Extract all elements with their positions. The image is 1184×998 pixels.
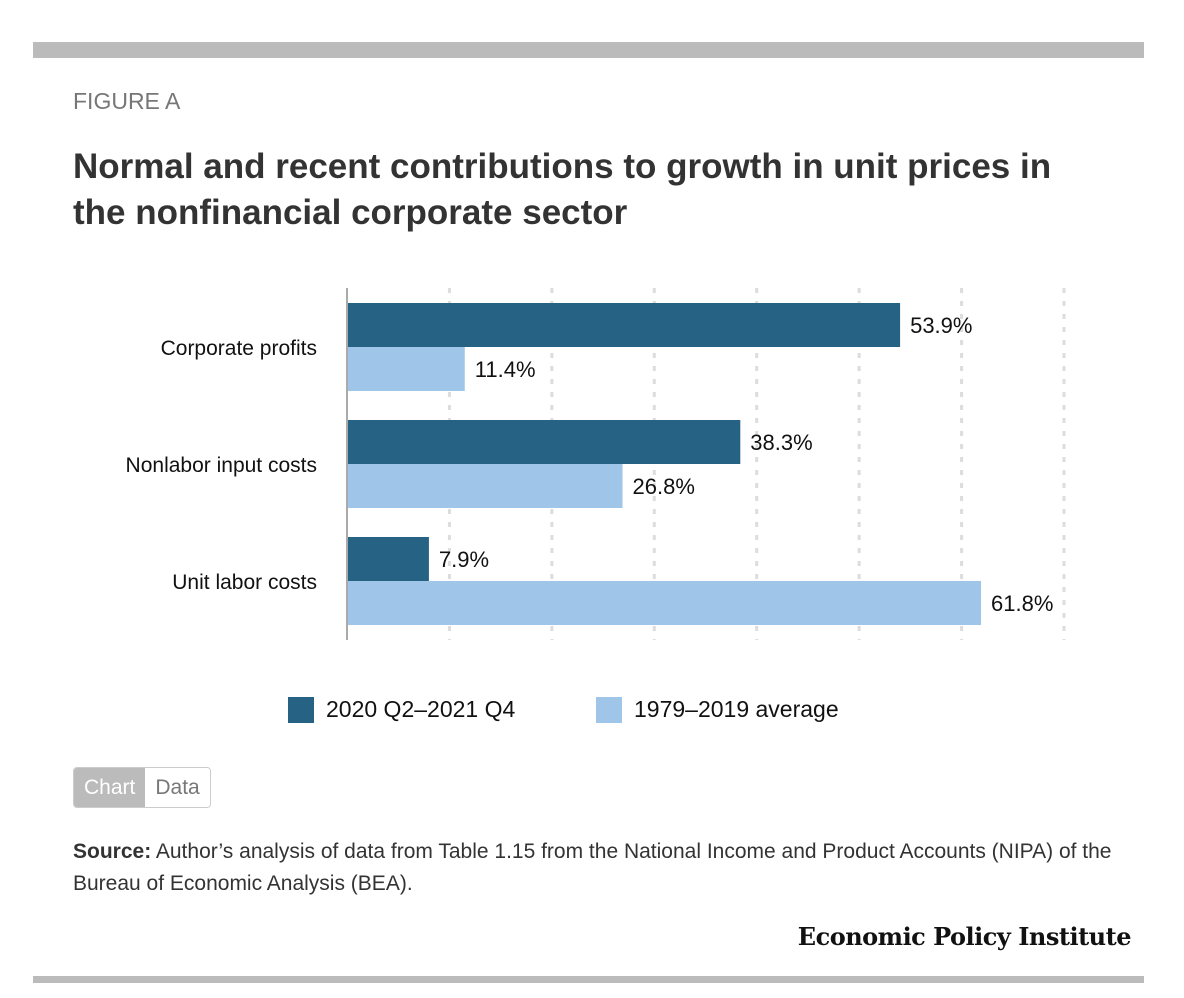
category-label: Unit labor costs bbox=[172, 571, 317, 594]
data-label: 11.4% bbox=[475, 357, 536, 382]
view-toggle: Chart Data bbox=[73, 767, 211, 808]
brand-logo: Economic Policy Institute bbox=[797, 922, 1132, 951]
data-label: 26.8% bbox=[633, 474, 695, 499]
bar bbox=[348, 581, 982, 625]
bar bbox=[348, 347, 465, 391]
source-note: Source: Author’s analysis of data from T… bbox=[73, 836, 1113, 900]
data-label: 61.8% bbox=[991, 591, 1053, 616]
bar bbox=[348, 303, 901, 347]
source-label: Source: bbox=[73, 840, 152, 863]
source-text: Author’s analysis of data from Table 1.1… bbox=[73, 840, 1112, 895]
legend-item-recent: 2020 Q2–2021 Q4 bbox=[288, 696, 515, 723]
bar bbox=[348, 420, 741, 464]
bar bbox=[348, 537, 429, 581]
legend-swatch bbox=[288, 696, 314, 723]
top-rule bbox=[33, 42, 1144, 58]
figure-label: FIGURE A bbox=[73, 88, 181, 114]
legend-label: 1979–2019 average bbox=[634, 696, 839, 722]
legend-label: 2020 Q2–2021 Q4 bbox=[326, 696, 516, 722]
data-label: 7.9% bbox=[439, 547, 489, 572]
category-label: Nonlabor input costs bbox=[126, 454, 317, 477]
bar-chart: Corporate profits 53.9% 11.4% Nonlabor inpu… bbox=[126, 288, 1066, 640]
bottom-rule bbox=[33, 976, 1144, 983]
chart-tab[interactable]: Chart bbox=[74, 768, 146, 807]
data-label: 53.9% bbox=[910, 313, 972, 338]
data-tab[interactable]: Data bbox=[145, 768, 210, 807]
legend-item-average: 1979–2019 average bbox=[596, 696, 839, 723]
chart-title: Normal and recent contributions to growt… bbox=[73, 147, 1052, 232]
legend-swatch bbox=[596, 696, 622, 723]
data-label: 38.3% bbox=[750, 430, 812, 455]
bar bbox=[348, 464, 623, 508]
category-label: Corporate profits bbox=[161, 337, 317, 360]
